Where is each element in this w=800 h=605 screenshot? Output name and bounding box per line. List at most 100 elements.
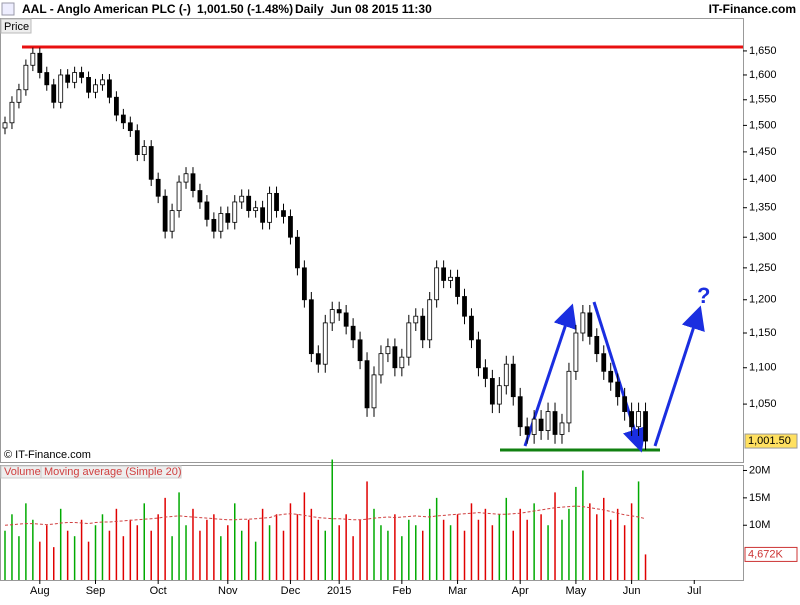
candle-body: [615, 381, 621, 398]
period: Daily Jun 08 2015 11:30: [295, 2, 432, 16]
candle-body: [566, 370, 572, 424]
candle-body: [162, 195, 168, 232]
x-tick-label: Jun: [623, 585, 641, 597]
y-tick-label: 1,400: [749, 173, 777, 185]
candle-body: [622, 396, 628, 412]
candle-body: [51, 84, 57, 103]
x-tick-label: Nov: [218, 585, 238, 597]
volume-tick-label: 15M: [749, 492, 770, 504]
y-tick-label: 1,300: [749, 231, 777, 243]
candle-body: [183, 173, 189, 183]
x-tick-label: Feb: [392, 585, 411, 597]
candle-body: [531, 418, 537, 435]
candle-body: [448, 276, 453, 281]
x-tick-label: Jul: [687, 585, 701, 597]
candle-body: [608, 370, 614, 383]
candle-body: [58, 74, 64, 103]
candle-body: [127, 122, 133, 132]
x-tick-label: Mar: [448, 585, 467, 597]
candle-body: [357, 339, 363, 362]
x-tick-label: Oct: [150, 585, 167, 597]
candle-body: [420, 315, 426, 341]
candle-body: [232, 201, 238, 223]
candle-body: [434, 267, 440, 301]
candle-body: [295, 236, 300, 269]
candle-body: [65, 74, 71, 83]
last-price-box: [744, 433, 798, 449]
y-tick-label: 1,200: [749, 294, 777, 306]
candle-body: [30, 52, 36, 66]
candle-body: [489, 378, 495, 405]
y-tick-label: 1,550: [749, 94, 777, 106]
candle-body: [545, 411, 551, 431]
arrow-up-projected: [653, 305, 705, 447]
x-tick-label: 2015: [327, 585, 351, 597]
volume-tick-label: 10M: [749, 519, 770, 531]
price-panel: [0, 18, 744, 463]
candle-body: [141, 146, 147, 155]
candle-body: [629, 411, 635, 428]
candle-body: [538, 418, 544, 431]
candle-body: [594, 336, 600, 355]
candle-body: [496, 385, 502, 405]
candle-body: [636, 411, 641, 428]
candle-body: [86, 77, 91, 93]
candle-body: [413, 315, 419, 324]
x-tick-label: Sep: [86, 585, 106, 597]
candle-body: [559, 422, 565, 435]
candle-body: [190, 173, 196, 191]
chart-title: AAL - Anglo American PLC (-): [22, 2, 191, 16]
candle-body: [169, 210, 175, 232]
candle-body: [580, 312, 586, 334]
candle-body: [510, 363, 516, 398]
x-tick-label: Apr: [512, 585, 529, 597]
candle-body: [427, 299, 433, 341]
candle-body: [281, 210, 286, 217]
candle-body: [573, 332, 579, 372]
x-tick-label: Aug: [30, 585, 50, 597]
y-tick-label: 1,100: [749, 362, 777, 374]
candle-body: [37, 52, 43, 73]
candle-body: [2, 122, 8, 129]
candle-body: [301, 267, 307, 301]
candle-body: [308, 299, 314, 355]
x-tick-label: May: [566, 585, 587, 597]
candle-body: [392, 346, 398, 369]
volume-label: Volume: [4, 466, 41, 478]
candle-body: [503, 363, 509, 387]
candle-body: [288, 216, 293, 238]
last-volume-label: 4,672K: [748, 548, 784, 560]
moving-average-line: [4, 505, 646, 526]
price-label-box: [0, 18, 32, 34]
candle-body: [385, 346, 391, 355]
candle-body: [176, 181, 182, 212]
ma-label-box: [40, 465, 182, 479]
menu-icon[interactable]: [1, 2, 15, 16]
ma-label: Moving average (Simple 20): [44, 466, 182, 478]
candle-body: [378, 353, 384, 376]
y-tick-label: 1,050: [749, 398, 777, 410]
candle-body: [148, 146, 154, 180]
candle-body: [455, 276, 460, 297]
candle-body: [482, 367, 488, 379]
candle-body: [441, 267, 447, 281]
candle-body: [239, 195, 245, 203]
candle-body: [260, 207, 266, 223]
candle-body: [134, 130, 140, 155]
candle-body: [16, 89, 22, 103]
candle-body: [120, 114, 126, 124]
candle-body: [100, 79, 105, 86]
candle-body: [552, 411, 558, 435]
candle-body: [343, 312, 349, 327]
candle-body: [406, 322, 412, 358]
brand: IT-Finance.com: [709, 2, 796, 16]
candle-body: [315, 353, 321, 365]
candle-body: [462, 296, 467, 317]
candle-body: [399, 356, 405, 369]
last-change: 1,001.50 (-1.48%): [197, 2, 293, 16]
candle-body: [476, 339, 481, 369]
candle-body: [329, 309, 335, 324]
candle-body: [274, 192, 279, 212]
